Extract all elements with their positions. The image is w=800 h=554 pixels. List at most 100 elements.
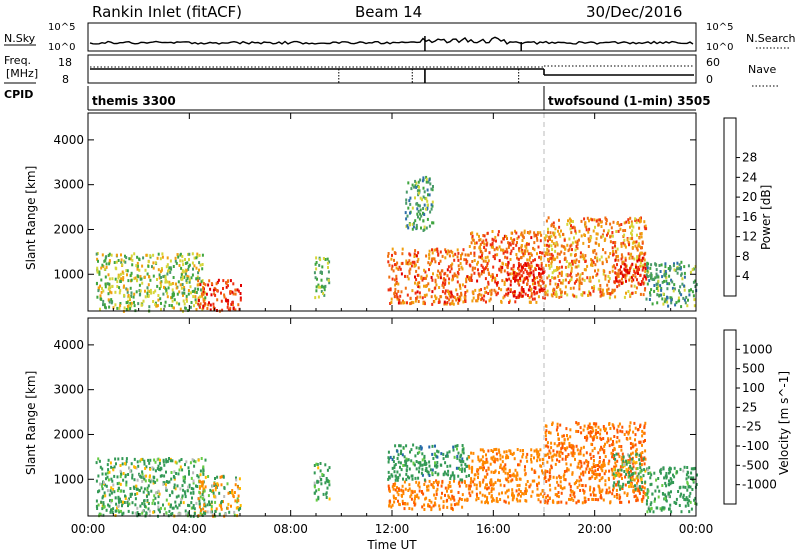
power-cell (159, 257, 162, 261)
power-cell (527, 252, 530, 256)
power-cell (482, 298, 485, 302)
velocity-cell (545, 453, 548, 457)
power-cell (657, 279, 660, 283)
power-cell (625, 291, 627, 295)
velocity-cell (192, 491, 195, 495)
velocity-cell (129, 487, 132, 490)
power-cell (665, 279, 668, 283)
velocity-cell (141, 457, 144, 461)
power-cell (558, 295, 561, 299)
velocity-cell (98, 489, 101, 493)
power-cell (479, 245, 481, 249)
velocity-cell (190, 501, 193, 505)
power-cell (448, 290, 451, 294)
power-cell (686, 304, 689, 308)
power-cell (490, 288, 493, 292)
power-cell (578, 284, 581, 288)
velocity-cell (668, 466, 671, 470)
velocity-cell (162, 482, 165, 486)
velocity-cell (619, 495, 622, 499)
velocity-cell (632, 489, 635, 493)
power-cell (531, 297, 534, 301)
velocity-cell (654, 489, 657, 493)
velocity-cell (187, 511, 190, 515)
velocity-cell (627, 432, 630, 436)
velocity-cell (587, 431, 590, 435)
velocity-cell (606, 440, 609, 444)
velocity-cell (122, 511, 125, 515)
velocity-cell (465, 474, 468, 478)
power-cell (670, 278, 673, 282)
velocity-cell (607, 491, 610, 495)
velocity-cell (179, 512, 182, 516)
power-cell (573, 260, 576, 264)
velocity-cell (428, 504, 431, 508)
power-cell (229, 279, 232, 283)
power-cell (485, 243, 488, 247)
power-cell (427, 180, 430, 184)
power-cell (578, 276, 581, 280)
power-cell (409, 253, 412, 257)
power-cell (512, 277, 515, 280)
velocity-cell (318, 480, 321, 484)
velocity-cell (611, 455, 614, 459)
power-cell (131, 258, 134, 262)
power-cell (120, 277, 123, 281)
power-cell (188, 263, 191, 267)
velocity-cell (401, 453, 404, 457)
power-cell (119, 280, 122, 283)
velocity-cell (667, 471, 670, 475)
power-cell (518, 283, 521, 287)
power-cell (437, 269, 440, 273)
power-cell (552, 291, 555, 295)
power-cell (562, 232, 564, 236)
power-cell (444, 295, 447, 299)
velocity-cell (173, 483, 176, 487)
power-cell (128, 304, 130, 307)
power-cell (314, 296, 317, 300)
power-cell (631, 233, 633, 237)
power-cell (427, 261, 430, 265)
velocity-cell (617, 452, 620, 456)
velocity-cell (536, 459, 539, 463)
power-cell (220, 299, 223, 303)
power-cell (570, 271, 572, 275)
velocity-cell (654, 497, 656, 501)
power-cell (571, 259, 573, 263)
velocity-cell (468, 491, 471, 495)
velocity-cell (157, 501, 160, 505)
power-cell (553, 233, 555, 237)
velocity-cell (646, 499, 648, 503)
velocity-cell (171, 459, 174, 463)
velocity-cell (633, 478, 636, 482)
power-cell (535, 263, 538, 267)
velocity-cell (561, 451, 564, 455)
velocity-scatter (95, 318, 698, 518)
nsky-tick-top: 10^5 (48, 22, 75, 33)
velocity-cell (649, 509, 652, 513)
power-cell (667, 267, 670, 270)
velocity-cell (442, 452, 445, 456)
velocity-cell (538, 453, 541, 457)
velocity-cell (431, 452, 434, 456)
velocity-cell (511, 478, 514, 482)
power-cell (413, 252, 416, 256)
power-cell (453, 258, 456, 262)
power-cell (557, 229, 559, 233)
power-cell (394, 283, 397, 287)
power-cell (500, 299, 503, 303)
power-cell (316, 277, 318, 281)
power-cell (620, 253, 623, 257)
power-cell (512, 291, 515, 295)
power-cell (213, 286, 216, 290)
velocity-cell (422, 492, 425, 496)
velocity-cell (613, 457, 615, 460)
power-cell (616, 285, 619, 289)
power-cell (571, 262, 574, 266)
power-cell (448, 281, 450, 285)
velocity-cell (530, 457, 532, 461)
velocity-cell (672, 481, 675, 484)
velocity-cell (594, 424, 597, 428)
power-cell (512, 271, 515, 275)
velocity-cell (563, 473, 566, 477)
